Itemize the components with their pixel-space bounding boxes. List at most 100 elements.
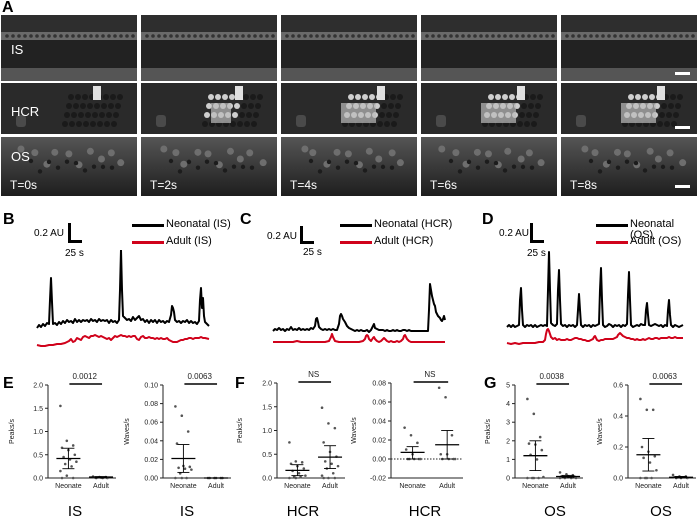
panel-d-legend-neonatal-swatch [596,224,628,227]
svg-text:0: 0 [506,476,510,483]
row-label-is: IS [11,42,24,57]
panel-c-adult-trace [273,333,445,343]
panel-d-scale-x: 25 s [527,248,546,259]
svg-text:Waves/s: Waves/s [597,418,604,445]
svg-text:Neonate: Neonate [170,483,197,490]
svg-text:NS: NS [308,370,319,379]
panel-d-neonatal-trace [506,251,684,328]
panel-c-legend-adult: Adult (HCR) [374,235,434,247]
svg-text:0.02: 0.02 [144,457,158,464]
timepoint-label: T=0s [10,178,38,192]
panel-b-scale-y: 0.2 AU [34,228,65,239]
panel-c-letter: C [240,211,252,228]
svg-text:Peaks/s: Peaks/s [237,418,244,443]
svg-text:0.0: 0.0 [613,476,623,483]
timepoint-label: T=2s [150,178,178,192]
svg-text:Neonate: Neonate [284,483,311,490]
panel-g-label-1: OS [544,503,566,520]
panel-d-scalebar-x [530,240,544,243]
svg-text:0.10: 0.10 [144,383,158,390]
panel-d-legend-neonatal: Neonatal (OS) [630,218,675,241]
svg-text:2: 2 [506,438,510,445]
panel-b-legend-neonatal: Neonatal (IS) [166,218,231,230]
svg-text:0.06: 0.06 [144,420,158,427]
svg-text:1.0: 1.0 [33,429,43,436]
micrograph-hcr-1 [141,83,277,134]
svg-text:Neonate: Neonate [55,483,82,490]
panel-b-letter: B [3,211,15,228]
panel-b-neonatal-trace [36,250,210,329]
svg-text:Adult: Adult [322,483,338,490]
svg-text:0.08: 0.08 [372,381,386,388]
panel-c-legend-neonatal: Neonatal (HCR) [374,218,453,230]
svg-text:0.02: 0.02 [372,438,386,445]
svg-text:NS: NS [424,370,435,379]
micrograph-os-0: OS T=0s [1,137,137,196]
micrograph-hcr-2 [281,83,417,134]
svg-text:Adult: Adult [439,483,455,490]
svg-text:Waves/s: Waves/s [351,417,358,444]
panel-c-scale-y: 0.2 AU [267,231,298,242]
panel-e-letter: E [3,375,14,392]
scale-bar [675,126,690,129]
micrograph-os-1: T=2s [141,137,277,196]
svg-text:Waves/s: Waves/s [124,418,131,445]
scale-bar [675,72,690,75]
svg-text:0.0: 0.0 [33,476,43,483]
timepoint-label: T=8s [570,178,598,192]
row-label-hcr: HCR [11,104,40,119]
trace-plots [36,250,684,347]
svg-text:0.04: 0.04 [144,438,158,445]
svg-text:0.5: 0.5 [262,452,272,459]
svg-text:-0.02: -0.02 [370,476,386,483]
row-label-os: OS [11,149,30,164]
panel-g-letter: G [484,375,497,392]
svg-text:0.06: 0.06 [372,400,386,407]
svg-text:1: 1 [506,457,510,464]
svg-text:Adult: Adult [93,483,109,490]
svg-text:0.08: 0.08 [144,401,158,408]
svg-text:1.5: 1.5 [33,406,43,413]
panel-c-neonatal-trace [272,283,446,333]
panel-f-label-1: HCR [286,503,320,520]
micrograph-hcr-0: HCR [1,83,137,134]
svg-text:0.0063: 0.0063 [187,372,212,381]
svg-text:0.00: 0.00 [144,476,158,483]
micrograph-is-4 [561,15,697,81]
svg-text:0.0038: 0.0038 [539,372,564,381]
panel-d-letter: D [482,211,494,228]
svg-text:Adult: Adult [673,483,689,490]
svg-text:Neonate: Neonate [399,483,426,490]
micrograph-is-0: IS [1,15,137,81]
svg-text:0.0012: 0.0012 [72,372,97,381]
svg-text:0.6: 0.6 [613,383,623,390]
micrograph-os-2: T=4s [281,137,417,196]
panel-f-letter: F [235,375,245,392]
panel-e-label-1: IS [67,503,83,520]
panel-d-scale-y: 0.2 AU [499,228,530,239]
panel-c-legend-neonatal-swatch [340,224,372,227]
svg-text:Adult: Adult [560,483,576,490]
panel-e-label-2: IS [179,503,195,520]
svg-text:3: 3 [506,420,510,427]
panel-a-letter: A [2,0,14,16]
svg-text:0.00: 0.00 [372,457,386,464]
panel-d-scalebar-y [530,223,533,243]
svg-text:4: 4 [506,401,510,408]
micrograph-is-2 [281,15,417,81]
svg-text:2.0: 2.0 [33,383,43,390]
svg-text:Peaks/s: Peaks/s [9,419,16,444]
panel-b-legend-adult: Adult (IS) [166,235,212,247]
panel-b-scalebar-y [68,223,71,243]
timepoint-label: T=6s [430,178,458,192]
panel-d-adult-trace [506,328,683,345]
svg-text:0.04: 0.04 [372,419,386,426]
micrograph-os-4: T=8s [561,137,697,196]
svg-text:0.0063: 0.0063 [652,372,677,381]
svg-text:Neonate: Neonate [635,483,662,490]
svg-text:1.5: 1.5 [262,404,272,411]
